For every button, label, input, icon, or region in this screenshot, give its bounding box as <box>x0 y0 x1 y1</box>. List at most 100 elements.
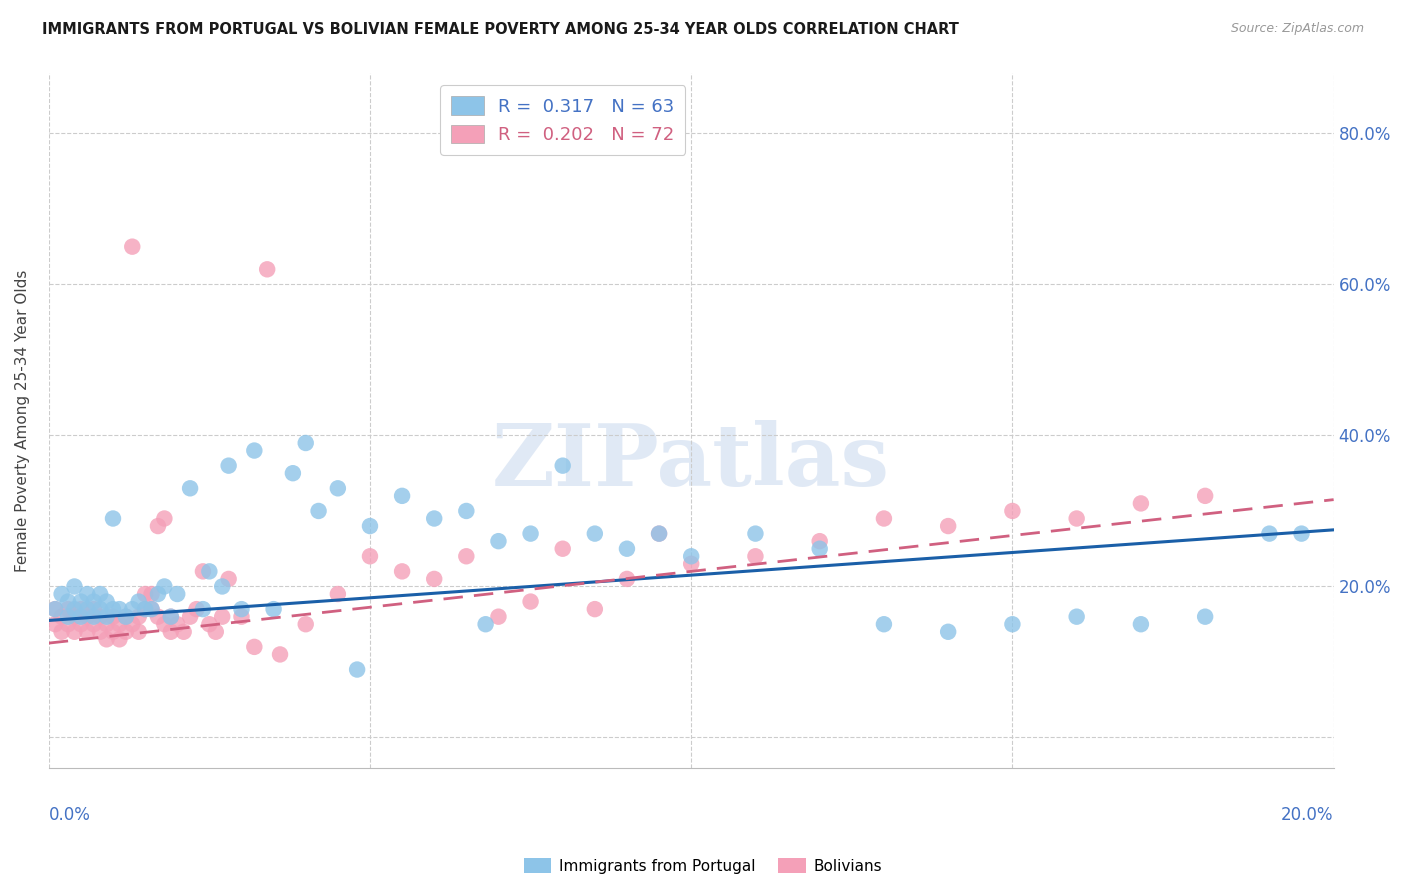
Point <box>243 640 266 654</box>
Point <box>115 609 138 624</box>
Point <box>359 519 381 533</box>
Point <box>44 602 66 616</box>
Point <box>346 663 368 677</box>
Point <box>83 617 105 632</box>
Point <box>128 594 150 608</box>
Point <box>83 609 105 624</box>
Point <box>616 541 638 556</box>
Point <box>51 624 73 639</box>
Point <box>128 609 150 624</box>
Point <box>391 489 413 503</box>
Point <box>56 609 79 624</box>
Point <box>70 602 93 616</box>
Point <box>63 609 86 624</box>
Point <box>115 609 138 624</box>
Point <box>744 526 766 541</box>
Point <box>108 617 131 632</box>
Point <box>70 594 93 608</box>
Point <box>936 624 959 639</box>
Point <box>191 602 214 616</box>
Point <box>121 602 143 616</box>
Point <box>488 534 510 549</box>
Point <box>166 617 188 632</box>
Point <box>1066 511 1088 525</box>
Point <box>159 624 181 639</box>
Point <box>211 609 233 624</box>
Point <box>134 587 156 601</box>
Point <box>115 624 138 639</box>
Point <box>808 541 831 556</box>
Point <box>76 609 98 624</box>
Text: Source: ZipAtlas.com: Source: ZipAtlas.com <box>1230 22 1364 36</box>
Point <box>583 526 606 541</box>
Point <box>96 632 118 647</box>
Legend: Immigrants from Portugal, Bolivians: Immigrants from Portugal, Bolivians <box>517 852 889 880</box>
Point <box>873 617 896 632</box>
Point <box>423 572 446 586</box>
Point <box>89 602 111 616</box>
Point <box>218 572 240 586</box>
Point <box>141 587 163 601</box>
Point <box>1001 504 1024 518</box>
Point <box>121 617 143 632</box>
Point <box>1291 526 1313 541</box>
Point <box>1001 617 1024 632</box>
Point <box>63 602 86 616</box>
Point <box>173 624 195 639</box>
Point <box>294 617 316 632</box>
Point <box>308 504 330 518</box>
Point <box>63 624 86 639</box>
Point <box>56 594 79 608</box>
Point <box>519 594 541 608</box>
Point <box>231 602 253 616</box>
Point <box>121 240 143 254</box>
Point <box>101 602 124 616</box>
Point <box>1066 609 1088 624</box>
Point <box>256 262 278 277</box>
Point <box>231 609 253 624</box>
Point <box>56 617 79 632</box>
Point <box>134 602 156 616</box>
Point <box>141 602 163 616</box>
Point <box>326 481 349 495</box>
Point <box>326 587 349 601</box>
Point <box>204 624 226 639</box>
Point <box>56 602 79 616</box>
Point <box>153 579 176 593</box>
Point <box>51 609 73 624</box>
Point <box>936 519 959 533</box>
Point <box>359 549 381 564</box>
Point <box>681 549 703 564</box>
Point <box>51 587 73 601</box>
Point <box>96 609 118 624</box>
Point <box>89 609 111 624</box>
Point <box>76 602 98 616</box>
Point <box>281 466 304 480</box>
Point <box>551 541 574 556</box>
Point <box>744 549 766 564</box>
Point <box>681 557 703 571</box>
Point <box>456 504 478 518</box>
Point <box>153 511 176 525</box>
Point <box>63 579 86 593</box>
Point <box>648 526 671 541</box>
Text: 20.0%: 20.0% <box>1281 805 1334 824</box>
Point <box>83 594 105 608</box>
Point <box>146 587 169 601</box>
Point <box>191 565 214 579</box>
Point <box>128 624 150 639</box>
Point <box>488 609 510 624</box>
Point <box>519 526 541 541</box>
Point <box>159 609 181 624</box>
Point <box>218 458 240 473</box>
Point <box>179 609 201 624</box>
Point <box>198 617 221 632</box>
Point <box>159 609 181 624</box>
Point <box>179 481 201 495</box>
Point <box>263 602 285 616</box>
Point <box>873 511 896 525</box>
Point <box>141 602 163 616</box>
Point <box>243 443 266 458</box>
Point <box>76 587 98 601</box>
Point <box>83 602 105 616</box>
